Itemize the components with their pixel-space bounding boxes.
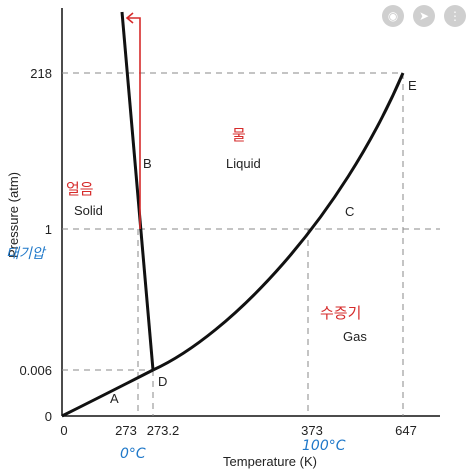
focus-icon: ◉ bbox=[387, 9, 399, 23]
point-label-a: A bbox=[110, 391, 119, 406]
y-axis-title: Pressure (atm) bbox=[6, 172, 21, 258]
region-label-solid: Solid bbox=[74, 203, 103, 218]
y-tick-0: 0 bbox=[45, 409, 52, 424]
handwritten-zero-celsius: 0°C bbox=[120, 446, 146, 462]
x-tick-2732: 273.2 bbox=[147, 423, 180, 438]
vaporization-curve bbox=[152, 72, 405, 372]
handwritten-water: 물 bbox=[232, 126, 246, 144]
share-icon: ➤ bbox=[418, 9, 430, 23]
x-tick-373: 373 bbox=[301, 423, 323, 438]
y-tick-218: 218 bbox=[30, 66, 52, 81]
x-tick-273: 273 bbox=[115, 423, 137, 438]
region-label-gas: Gas bbox=[343, 329, 367, 344]
more-button[interactable]: ⋮ bbox=[444, 5, 466, 27]
point-label-c: C bbox=[345, 204, 354, 219]
more-icon: ⋮ bbox=[449, 9, 461, 23]
sublimation-curve bbox=[61, 368, 154, 418]
y-tick-1: 1 bbox=[45, 222, 52, 237]
y-tick-0006: 0.006 bbox=[19, 363, 52, 378]
focus-button[interactable]: ◉ bbox=[382, 5, 404, 27]
red-annotation-line bbox=[127, 17, 141, 229]
share-button[interactable]: ➤ bbox=[413, 5, 435, 27]
x-tick-647: 647 bbox=[395, 423, 417, 438]
point-label-d: D bbox=[158, 374, 167, 389]
handwritten-vapor: 수증기 bbox=[320, 304, 361, 322]
handwritten-ice: 얼음 bbox=[66, 180, 94, 198]
melting-curve bbox=[120, 11, 155, 371]
point-label-e: E bbox=[408, 78, 417, 93]
handwritten-hundred-celsius: 100°C bbox=[302, 438, 346, 454]
x-axis-title: Temperature (K) bbox=[223, 454, 317, 469]
x-tick-0: 0 bbox=[60, 423, 67, 438]
handwritten-atmospheric-pressure: 대기압 bbox=[6, 246, 47, 262]
region-label-liquid: Liquid bbox=[226, 156, 261, 171]
point-label-b: B bbox=[143, 156, 152, 171]
red-arrowhead bbox=[125, 12, 134, 24]
